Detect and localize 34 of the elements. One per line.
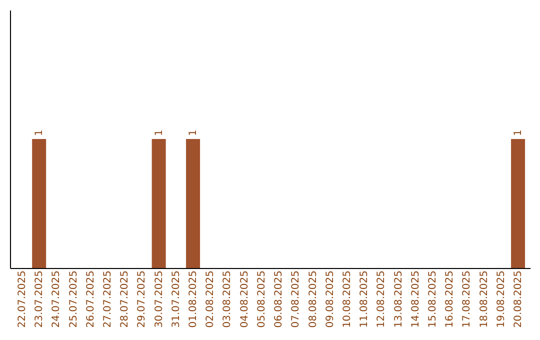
x-tick-label: 05.08.2025 xyxy=(256,270,268,328)
data-label: 1 xyxy=(34,130,46,136)
x-tick-label: 11.08.2025 xyxy=(359,270,370,328)
x-tick-label: 22.07.2025 xyxy=(16,270,28,328)
x-tick-label: 09.08.2025 xyxy=(324,270,336,328)
x-tick-label: 10.08.2025 xyxy=(342,270,353,328)
x-tick-label: 30.07.2025 xyxy=(154,270,165,328)
data-label: 1 xyxy=(513,130,524,136)
x-tick-label: 23.07.2025 xyxy=(34,270,46,328)
x-tick-label: 15.08.2025 xyxy=(428,270,438,328)
x-tick-label: 24.07.2025 xyxy=(51,270,62,328)
x-tick-label: 08.08.2025 xyxy=(308,270,319,328)
x-tick-label: 14.08.2025 xyxy=(410,270,422,328)
x-tick-label: 02.08.2025 xyxy=(205,270,216,328)
data-label: 1 xyxy=(154,130,165,136)
x-tick-label: 07.08.2025 xyxy=(290,270,302,328)
x-tick-label: 13.08.2025 xyxy=(393,270,404,328)
x-tick-label: 01.08.2025 xyxy=(188,270,200,328)
x-tick-label: 17.08.2025 xyxy=(462,270,473,328)
x-tick-label: 06.08.2025 xyxy=(274,270,285,328)
x-tick-label: 20.08.2025 xyxy=(513,270,524,328)
data-label: 1 xyxy=(188,130,200,136)
x-tick-label: 18.08.2025 xyxy=(478,270,490,328)
x-tick-label: 03.08.2025 xyxy=(222,270,234,328)
x-tick-label: 29.07.2025 xyxy=(136,270,148,328)
x-tick-label: 28.07.2025 xyxy=(120,270,131,328)
x-tick-label: 26.07.2025 xyxy=(85,270,96,328)
x-tick-label: 31.07.2025 xyxy=(170,270,182,328)
x-tick-label: 04.08.2025 xyxy=(239,270,250,328)
x-tick-label: 19.08.2025 xyxy=(496,270,507,328)
x-tick-label: 27.07.2025 xyxy=(102,270,114,328)
x-tick-label: 16.08.2025 xyxy=(444,270,456,328)
x-tick-label: 12.08.2025 xyxy=(376,270,388,328)
x-tick-label: 25.07.2025 xyxy=(68,270,80,328)
